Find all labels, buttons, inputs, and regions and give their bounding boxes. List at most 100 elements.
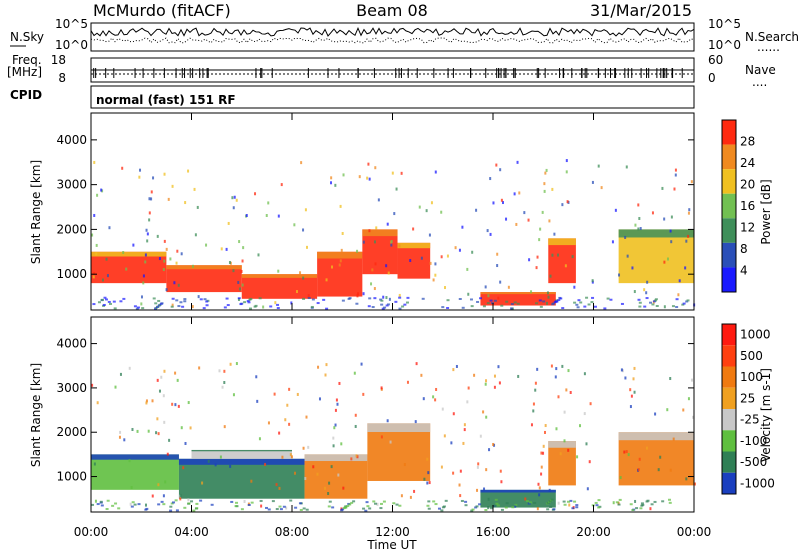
velocity-scatter-point [114,385,117,389]
power-scatter-point [300,161,303,165]
power-echo-region [166,265,242,293]
velocity-scatter-point [537,482,540,486]
power-ground-scatter [500,304,504,307]
velocity-scatter-point [612,501,615,505]
power-ground-scatter [97,301,101,304]
velocity-scatter-point [569,390,572,394]
power-scatter-point [193,187,196,191]
velocity-ground-scatter [426,504,430,507]
velocity-scatter-point [452,368,455,372]
velocity-scatter-point [307,445,310,449]
power-scatter-point [505,217,508,221]
power-scatter-point [489,232,492,236]
power-ground-scatter [539,305,543,308]
power-scatter-point [148,197,151,201]
power-ground-scatter [341,299,345,302]
velocity-scatter-point [330,465,333,469]
power-ground-scatter [557,299,561,302]
xtick-label: 08:00 [275,525,310,539]
power-ground-scatter [620,302,624,305]
power-echo-edge [480,292,556,295]
power-echo-region [480,292,556,306]
velocity-ground-scatter [575,504,579,507]
power-ground-scatter [203,298,207,301]
velocity-scatter-point [482,410,485,414]
velocity-scatter-point [542,451,545,455]
velocity-scatter-point [151,399,154,403]
power-scatter-point [231,196,234,200]
velocity-scatter-point [540,451,543,455]
power-ground-scatter [577,299,581,302]
power-ground-scatter [248,307,252,310]
velocity-echo-region [178,458,305,499]
velocity-ground-scatter [131,501,135,504]
velocity-scatter-point [657,468,660,472]
nsearch-label: N.Search [745,30,799,44]
power-scatter-point [513,192,516,196]
xtick-label: 04:00 [174,525,209,539]
velocity-echo-edge [178,458,305,465]
velocity-ground-scatter [552,508,556,511]
power-scatter-point [634,223,637,227]
power-scatter-point [489,177,492,181]
velocity-scatter-point [260,504,263,508]
velocity-scatter-point [538,486,541,490]
velocity-scatter-point [324,486,327,490]
power-scatter-point [618,273,621,277]
velocity-scatter-point [426,457,429,461]
power-colorbar-tick: 16 [740,199,755,213]
velocity-scatter-point [638,457,641,461]
velocity-colorbar-tick: 25 [740,391,755,405]
velocity-ground-scatter [496,504,500,507]
power-ground-scatter [122,297,126,300]
velocity-ground-scatter [169,509,173,512]
cpid-value: normal (fast) 151 RF [96,93,236,107]
power-scatter-point [631,266,634,270]
power-scatter-point [663,260,666,264]
power-scatter-point [543,182,546,186]
velocity-scatter-point [221,385,224,389]
power-scatter-point [277,269,280,273]
velocity-scatter-point [583,412,586,416]
velocity-ground-scatter [566,500,570,503]
velocity-scatter-point [158,389,161,393]
velocity-ground-scatter [437,507,441,510]
velocity-ground-scatter [427,507,431,510]
velocity-scatter-point [427,471,430,475]
power-ground-scatter [386,303,390,306]
power-ground-scatter [112,300,116,303]
power-ground-scatter [223,306,227,309]
velocity-ground-scatter [328,500,332,503]
velocity-scatter-point [163,369,166,373]
power-scatter-point [666,257,669,261]
power-ground-scatter [489,299,493,302]
velocity-scatter-point [198,366,201,370]
velocity-scatter-point [406,380,409,384]
power-ground-scatter [183,298,187,301]
power-scatter-point [171,303,174,307]
noise-tick-right-high: 10^5 [708,17,741,31]
velocity-scatter-point [499,469,502,473]
velocity-ground-scatter [500,508,504,511]
velocity-scatter-point [500,480,503,484]
velocity-scatter-point [440,465,443,469]
power-scatter-point [677,293,680,297]
nsearch-trace [90,37,695,44]
power-scatter-point [152,176,155,180]
velocity-scatter-point [171,402,174,406]
power-scatter-point [467,292,470,296]
power-scatter-point [163,259,166,263]
velocity-scatter-point [669,468,672,472]
power-ground-scatter [183,300,187,303]
power-ground-scatter [202,307,206,310]
power-scatter-point [241,283,244,287]
power-ground-scatter [686,299,690,302]
power-ground-scatter [152,297,156,300]
power-scatter-point [390,243,393,247]
velocity-scatter-point [332,436,335,440]
velocity-ground-scatter [99,500,103,503]
power-colorbar-tick: 28 [740,135,755,149]
velocity-ground-scatter [362,507,366,510]
velocity-scatter-point [267,421,270,425]
